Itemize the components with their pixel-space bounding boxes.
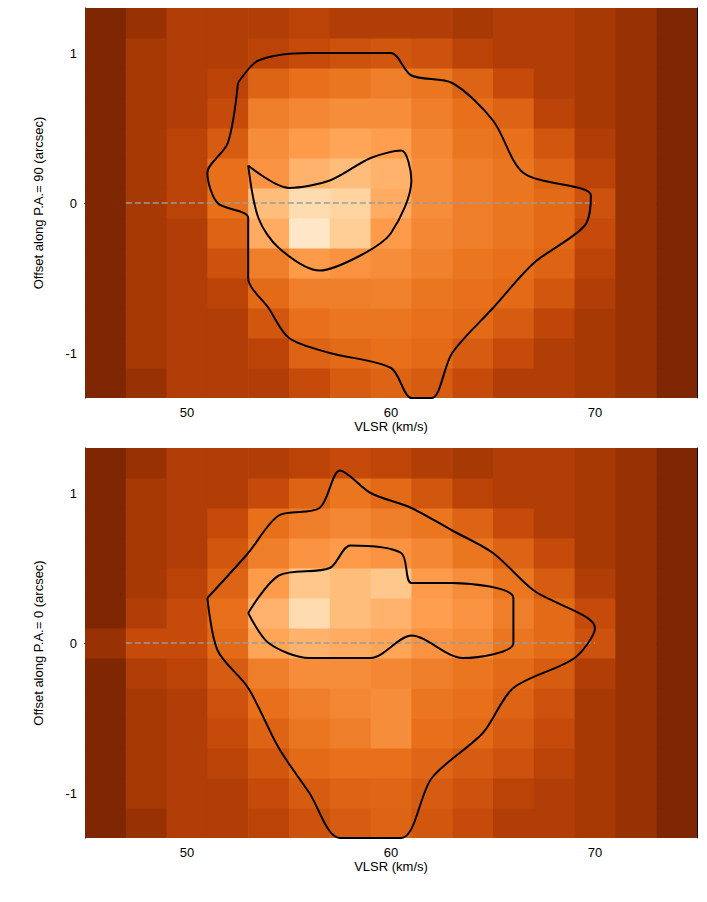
svg-text:-1: -1 bbox=[65, 346, 77, 361]
svg-text:Offset along P.A.= 90 (arcsec): Offset along P.A.= 90 (arcsec) bbox=[31, 117, 46, 290]
svg-text:0: 0 bbox=[70, 636, 77, 651]
svg-text:0: 0 bbox=[70, 196, 77, 211]
svg-text:60: 60 bbox=[384, 845, 398, 860]
svg-text:VLSR (km/s): VLSR (km/s) bbox=[354, 419, 428, 434]
svg-text:60: 60 bbox=[384, 405, 398, 420]
svg-text:70: 70 bbox=[588, 405, 602, 420]
svg-text:50: 50 bbox=[180, 405, 194, 420]
svg-text:-1: -1 bbox=[65, 786, 77, 801]
svg-text:1: 1 bbox=[70, 486, 77, 501]
svg-text:50: 50 bbox=[180, 845, 194, 860]
svg-text:VLSR (km/s): VLSR (km/s) bbox=[354, 859, 428, 874]
svg-text:70: 70 bbox=[588, 845, 602, 860]
svg-text:Offset along P.A.= 0 (arcsec): Offset along P.A.= 0 (arcsec) bbox=[31, 560, 46, 725]
svg-text:1: 1 bbox=[70, 46, 77, 61]
